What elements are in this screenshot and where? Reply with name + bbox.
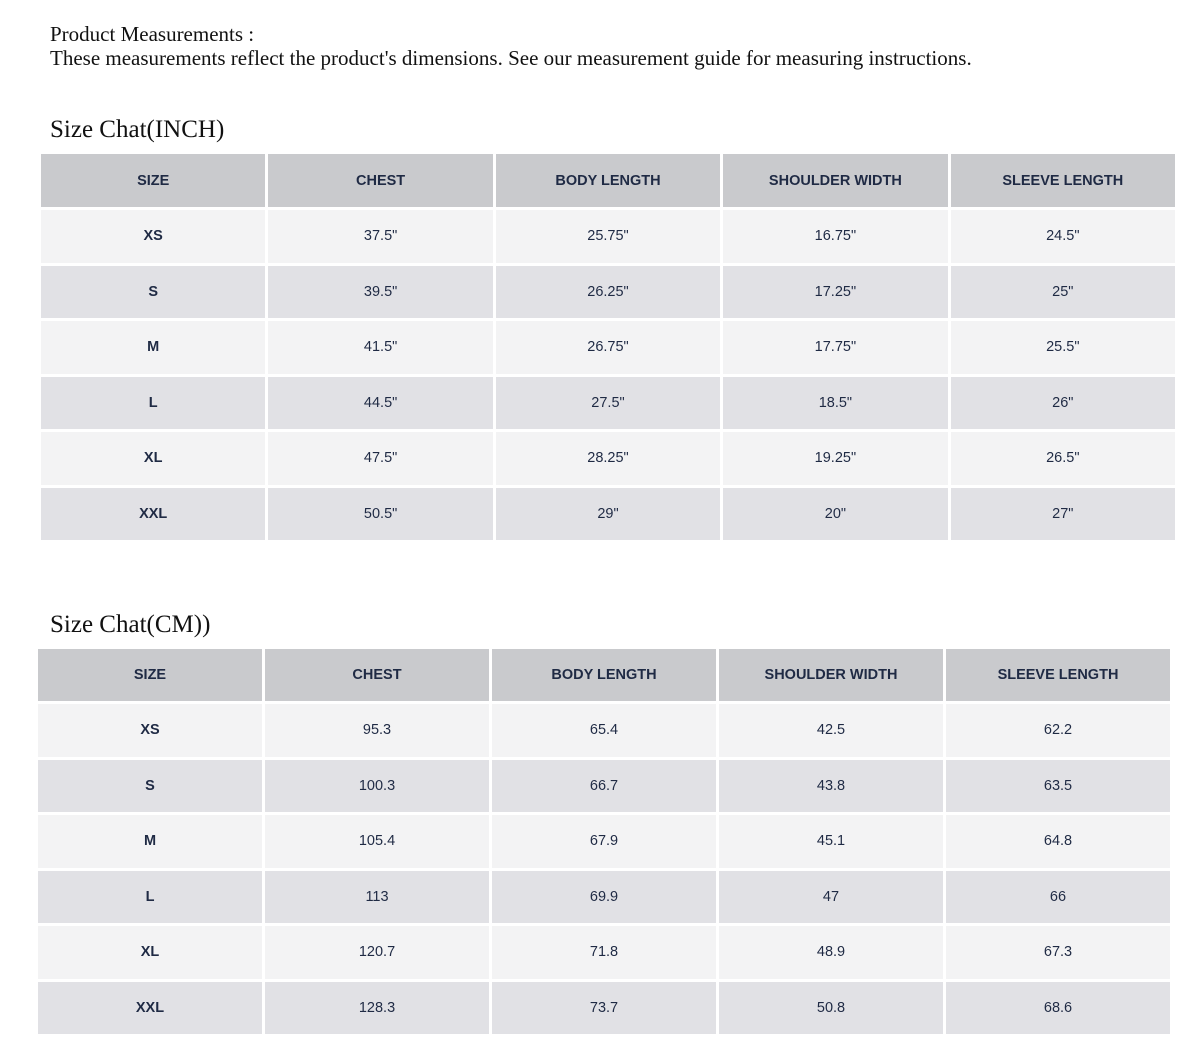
- table-cell: 26.75": [495, 321, 721, 374]
- table-cell: 26": [950, 376, 1175, 429]
- table-title: Size Chat(CM)): [50, 611, 211, 638]
- table-cell: 50.8: [719, 981, 943, 1034]
- column-header: BODY LENGTH: [495, 154, 721, 207]
- column-header: SHOULDER WIDTH: [723, 154, 948, 207]
- table-cell: 20": [723, 487, 948, 540]
- column-header: CHEST: [268, 154, 493, 207]
- size-label: S: [41, 265, 266, 318]
- table-cell: 64.8: [946, 815, 1170, 868]
- table-cell: 67.3: [946, 926, 1170, 979]
- table-cell: 113: [265, 870, 489, 923]
- size-table: SIZE CHEST BODY LENGTH SHOULDER WIDTH SLEEVE…: [38, 649, 1170, 1034]
- table-cell: 50.5": [268, 487, 493, 540]
- column-header: SIZE: [41, 154, 266, 207]
- size-label: M: [38, 815, 262, 868]
- table-cell: 66.7: [492, 759, 716, 812]
- column-header: BODY LENGTH: [492, 649, 716, 701]
- page-subtitle: These measurements reflect the product's…: [50, 46, 972, 70]
- size-label: XXL: [41, 487, 266, 540]
- table-cell: 44.5": [268, 376, 493, 429]
- table-cell: 63.5: [946, 759, 1170, 812]
- table-cell: 66: [946, 870, 1170, 923]
- table-cell: 18.5": [723, 376, 948, 429]
- table-cell: 25.75": [495, 210, 721, 263]
- table-cell: 65.4: [492, 704, 716, 757]
- table-cell: 105.4: [265, 815, 489, 868]
- table-cell: 39.5": [268, 265, 493, 318]
- table-cell: 29": [495, 487, 721, 540]
- table-cell: 25": [950, 265, 1175, 318]
- column-header: SHOULDER WIDTH: [719, 649, 943, 701]
- size-table: SIZE CHEST BODY LENGTH SHOULDER WIDTH SLEEVE…: [41, 154, 1175, 540]
- table-cell: 19.25": [723, 432, 948, 485]
- size-label: XL: [41, 432, 266, 485]
- table-cell: 37.5": [268, 210, 493, 263]
- table-cell: 47: [719, 870, 943, 923]
- table-cell: 69.9: [492, 870, 716, 923]
- column-header: SIZE: [38, 649, 262, 701]
- column-header: SLEEVE LENGTH: [946, 649, 1170, 701]
- page-title: Product Measurements :: [50, 22, 255, 46]
- table-cell: 73.7: [492, 981, 716, 1034]
- size-label: XXL: [38, 981, 262, 1034]
- table-cell: 26.25": [495, 265, 721, 318]
- table-cell: 25.5": [950, 321, 1175, 374]
- table-cell: 17.75": [723, 321, 948, 374]
- table-cell: 68.6: [946, 981, 1170, 1034]
- table-cell: 27.5": [495, 376, 721, 429]
- table-cell: 120.7: [265, 926, 489, 979]
- table-cell: 47.5": [268, 432, 493, 485]
- table-cell: 128.3: [265, 981, 489, 1034]
- table-cell: 48.9: [719, 926, 943, 979]
- table-cell: 43.8: [719, 759, 943, 812]
- table-cell: 71.8: [492, 926, 716, 979]
- table-cell: 26.5": [950, 432, 1175, 485]
- size-label: S: [38, 759, 262, 812]
- table-title: Size Chat(INCH): [50, 116, 225, 143]
- table-cell: 100.3: [265, 759, 489, 812]
- table-cell: 67.9: [492, 815, 716, 868]
- table-cell: 41.5": [268, 321, 493, 374]
- size-label: M: [41, 321, 266, 374]
- table-cell: 45.1: [719, 815, 943, 868]
- table-cell: 28.25": [495, 432, 721, 485]
- size-label: L: [41, 376, 266, 429]
- column-header: CHEST: [265, 649, 489, 701]
- table-cell: 17.25": [723, 265, 948, 318]
- table-cell: 16.75": [723, 210, 948, 263]
- size-label: XS: [38, 704, 262, 757]
- size-label: XS: [41, 210, 266, 263]
- table-cell: 95.3: [265, 704, 489, 757]
- table-cell: 24.5": [950, 210, 1175, 263]
- column-header: SLEEVE LENGTH: [950, 154, 1175, 207]
- table-cell: 27": [950, 487, 1175, 540]
- table-cell: 62.2: [946, 704, 1170, 757]
- size-label: L: [38, 870, 262, 923]
- table-cell: 42.5: [719, 704, 943, 757]
- size-label: XL: [38, 926, 262, 979]
